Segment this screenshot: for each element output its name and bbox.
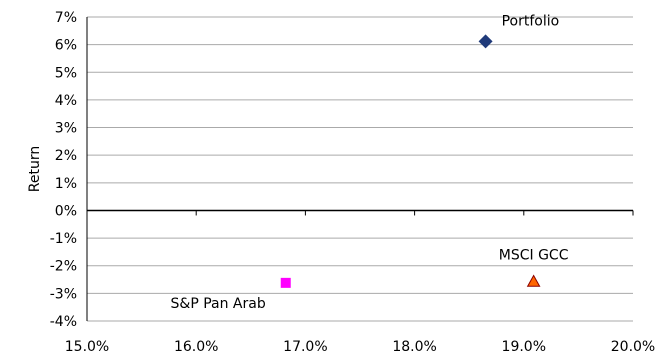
y-tick-label: 3% [55,121,77,137]
y-tick-label: -1% [50,231,77,247]
x-tick-label: 15.0% [65,339,109,355]
y-tick-label: -3% [50,286,77,302]
point-msci-gcc [526,274,541,287]
label-msci-gcc: MSCI GCC [499,247,569,263]
point-s-p-pan-arab [280,277,291,288]
x-tick-label: 16.0% [174,339,218,355]
y-tick-label: 5% [55,65,77,81]
y-axis-title: Return [27,146,43,192]
tick-labels: 7% 6% 5% 4% 3% 2% 1% 0% -1% -2% -3% -4% 15.0% 16.0% 17… [50,10,656,355]
point-labels: Portfolio S&P Pan Arab MSCI GCC [171,13,569,312]
axes [86,17,634,321]
x-tick-label: 17.0% [283,339,327,355]
x-tick-label: 18.0% [392,339,436,355]
x-tick-label: 20.0% [611,339,655,355]
y-tick-label: -4% [50,314,77,330]
gridlines [87,16,633,322]
y-tick-label: 6% [55,38,77,54]
y-tick-label: 7% [55,10,77,26]
y-tick-label: 2% [55,148,77,164]
label-portfolio: Portfolio [502,13,560,29]
x-tick-label: 19.0% [502,339,546,355]
y-tick-label: 1% [55,176,77,192]
y-tick-label: -2% [50,259,77,275]
data-points [280,34,541,288]
label-s-p-pan-arab: S&P Pan Arab [171,296,266,312]
point-portfolio [478,34,493,49]
y-tick-label: 0% [55,203,77,219]
y-tick-label: 4% [55,93,77,109]
